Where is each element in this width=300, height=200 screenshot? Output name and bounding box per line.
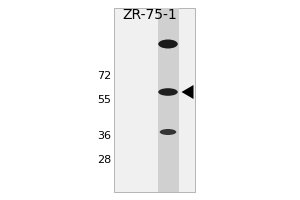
Bar: [158, 8, 178, 192]
Bar: [114, 8, 195, 192]
Polygon shape: [182, 85, 194, 99]
Text: 55: 55: [97, 95, 111, 105]
Ellipse shape: [160, 129, 176, 135]
Text: 36: 36: [97, 131, 111, 141]
Text: 28: 28: [97, 155, 111, 165]
Text: ZR-75-1: ZR-75-1: [123, 8, 177, 22]
Text: 72: 72: [97, 71, 111, 81]
Ellipse shape: [158, 40, 178, 48]
Ellipse shape: [158, 88, 178, 96]
